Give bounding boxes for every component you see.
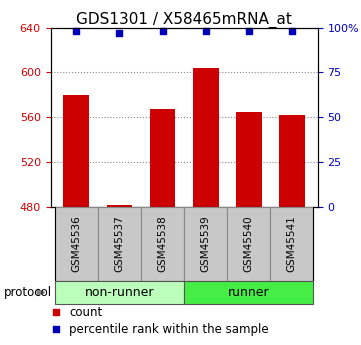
Text: GSM45539: GSM45539 bbox=[201, 216, 211, 273]
Point bbox=[203, 28, 209, 34]
Bar bbox=[227, 207, 270, 281]
Bar bbox=[55, 207, 98, 281]
Bar bbox=[279, 115, 305, 207]
Point bbox=[160, 28, 165, 34]
Bar bbox=[236, 112, 262, 207]
Bar bbox=[141, 207, 184, 281]
Text: protocol: protocol bbox=[4, 286, 52, 299]
Bar bbox=[184, 207, 227, 281]
Text: runner: runner bbox=[228, 286, 270, 299]
Bar bbox=[193, 68, 218, 207]
Bar bbox=[64, 95, 89, 207]
Bar bbox=[270, 207, 313, 281]
Point bbox=[74, 28, 79, 34]
Bar bbox=[98, 207, 141, 281]
Point bbox=[53, 327, 59, 332]
Bar bbox=[106, 205, 132, 207]
Bar bbox=[55, 281, 184, 304]
Title: GDS1301 / X58465mRNA_at: GDS1301 / X58465mRNA_at bbox=[76, 11, 292, 28]
Bar bbox=[184, 281, 313, 304]
Point bbox=[289, 28, 295, 34]
Text: GSM45538: GSM45538 bbox=[157, 216, 168, 273]
Text: GSM45540: GSM45540 bbox=[244, 216, 254, 273]
Text: GSM45541: GSM45541 bbox=[287, 216, 297, 273]
Text: GSM45536: GSM45536 bbox=[71, 216, 81, 273]
Text: percentile rank within the sample: percentile rank within the sample bbox=[69, 323, 269, 336]
Bar bbox=[150, 109, 175, 207]
Text: count: count bbox=[69, 306, 103, 319]
Text: GSM45537: GSM45537 bbox=[114, 216, 125, 273]
Point bbox=[117, 30, 122, 36]
Point bbox=[246, 28, 252, 34]
Text: non-runner: non-runner bbox=[85, 286, 154, 299]
Point bbox=[53, 309, 59, 315]
